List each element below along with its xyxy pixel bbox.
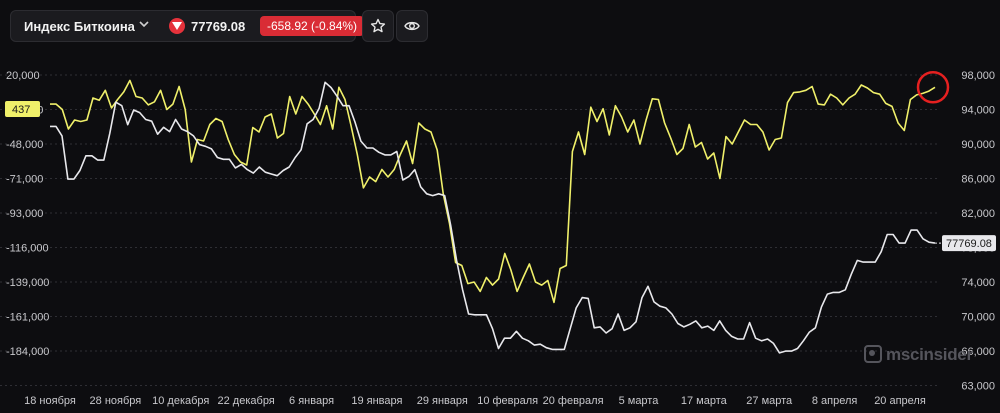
x-axis-tick: 29 января bbox=[417, 395, 468, 407]
right-axis-tick: 98,000 bbox=[961, 70, 995, 82]
down-triangle-icon bbox=[169, 18, 185, 34]
favorite-button[interactable] bbox=[362, 10, 394, 42]
left-axis-tick: -93,000 bbox=[6, 208, 43, 220]
left-axis-tick: -139,000 bbox=[6, 277, 49, 289]
watermark-text: mscinsider bbox=[886, 345, 973, 364]
x-axis-tick: 6 января bbox=[289, 395, 334, 407]
left-current-label: 437 bbox=[12, 104, 30, 116]
left-current-label-box bbox=[5, 101, 40, 117]
current-point-marker bbox=[916, 71, 950, 104]
x-axis-tick: 27 марта bbox=[746, 395, 793, 407]
right-axis-tick: 82,000 bbox=[961, 208, 995, 220]
chevron-down-icon[interactable] bbox=[137, 17, 151, 31]
left-axis-tick: -116,000 bbox=[6, 243, 49, 255]
left-axis-tick: -184,000 bbox=[6, 346, 49, 358]
x-axis-tick: 20 апреля bbox=[874, 395, 926, 407]
x-axis-tick: 17 марта bbox=[681, 395, 728, 407]
x-axis-tick: 19 января bbox=[351, 395, 402, 407]
right-current-label: 77769.08 bbox=[946, 238, 992, 250]
x-axis-tick: 8 апреля bbox=[812, 395, 858, 407]
x-axis-tick: 22 декабря bbox=[218, 395, 275, 407]
right-current-label-box bbox=[942, 235, 996, 252]
current-price: 77769.08 bbox=[191, 19, 246, 34]
x-axis-tick: 20 февраля bbox=[543, 395, 604, 407]
eye-icon bbox=[404, 21, 420, 31]
asset-name: Индекс Биткоина bbox=[24, 19, 135, 34]
x-axis-tick: 28 ноября bbox=[90, 395, 142, 407]
x-axis-tick: 18 ноября bbox=[24, 395, 76, 407]
price-change-badge: -658.92 (-0.84%) bbox=[260, 16, 365, 36]
left-axis-tick: -71,000 bbox=[6, 174, 43, 186]
x-axis-tick: 10 февраля bbox=[477, 395, 538, 407]
left-axis-tick: -48,000 bbox=[6, 139, 43, 151]
right-axis-tick: 66,000 bbox=[961, 346, 995, 358]
right-axis-tick: 90,000 bbox=[961, 139, 995, 151]
right-axis-tick: 74,000 bbox=[961, 277, 995, 289]
x-axis-tick: 10 декабря bbox=[152, 395, 209, 407]
right-axis-tick: 94,000 bbox=[961, 105, 995, 117]
watch-button[interactable] bbox=[396, 10, 428, 42]
right-axis-tick: 86,000 bbox=[961, 174, 995, 186]
left-axis-tick: 20,000 bbox=[6, 70, 40, 82]
series-line-index bbox=[50, 79, 936, 304]
right-axis-tick: 70,000 bbox=[961, 312, 995, 324]
asset-selector[interactable]: Индекс Биткоина 77769.08 -658.92 (-0.84%… bbox=[10, 10, 365, 42]
star-icon bbox=[370, 18, 386, 33]
left-axis-tick: -161,000 bbox=[6, 312, 49, 324]
right-axis-tick: 63,000 bbox=[961, 381, 995, 393]
x-axis-tick: 5 марта bbox=[619, 395, 660, 407]
series-line-btc bbox=[50, 81, 936, 354]
watermark: mscinsider bbox=[864, 345, 973, 365]
logo-icon bbox=[864, 345, 882, 363]
